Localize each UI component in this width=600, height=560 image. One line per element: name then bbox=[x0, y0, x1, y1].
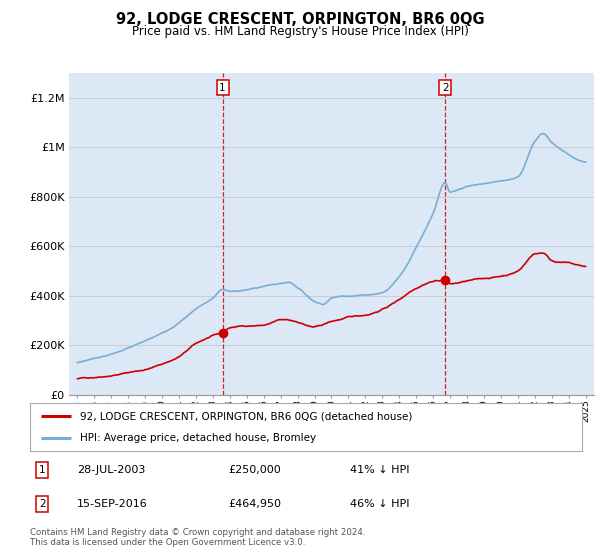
Text: Contains HM Land Registry data © Crown copyright and database right 2024.
This d: Contains HM Land Registry data © Crown c… bbox=[30, 528, 365, 547]
Text: 1: 1 bbox=[39, 465, 46, 475]
Text: 92, LODGE CRESCENT, ORPINGTON, BR6 0QG: 92, LODGE CRESCENT, ORPINGTON, BR6 0QG bbox=[116, 12, 484, 27]
Text: 92, LODGE CRESCENT, ORPINGTON, BR6 0QG (detached house): 92, LODGE CRESCENT, ORPINGTON, BR6 0QG (… bbox=[80, 411, 412, 421]
Text: 46% ↓ HPI: 46% ↓ HPI bbox=[350, 499, 410, 509]
Text: 1: 1 bbox=[219, 83, 226, 92]
Text: 28-JUL-2003: 28-JUL-2003 bbox=[77, 465, 145, 475]
Text: £250,000: £250,000 bbox=[229, 465, 281, 475]
Text: 2: 2 bbox=[442, 83, 448, 92]
Text: Price paid vs. HM Land Registry's House Price Index (HPI): Price paid vs. HM Land Registry's House … bbox=[131, 25, 469, 38]
Text: 15-SEP-2016: 15-SEP-2016 bbox=[77, 499, 148, 509]
Text: 41% ↓ HPI: 41% ↓ HPI bbox=[350, 465, 410, 475]
Text: £464,950: £464,950 bbox=[229, 499, 282, 509]
Text: HPI: Average price, detached house, Bromley: HPI: Average price, detached house, Brom… bbox=[80, 433, 316, 443]
Text: 2: 2 bbox=[39, 499, 46, 509]
